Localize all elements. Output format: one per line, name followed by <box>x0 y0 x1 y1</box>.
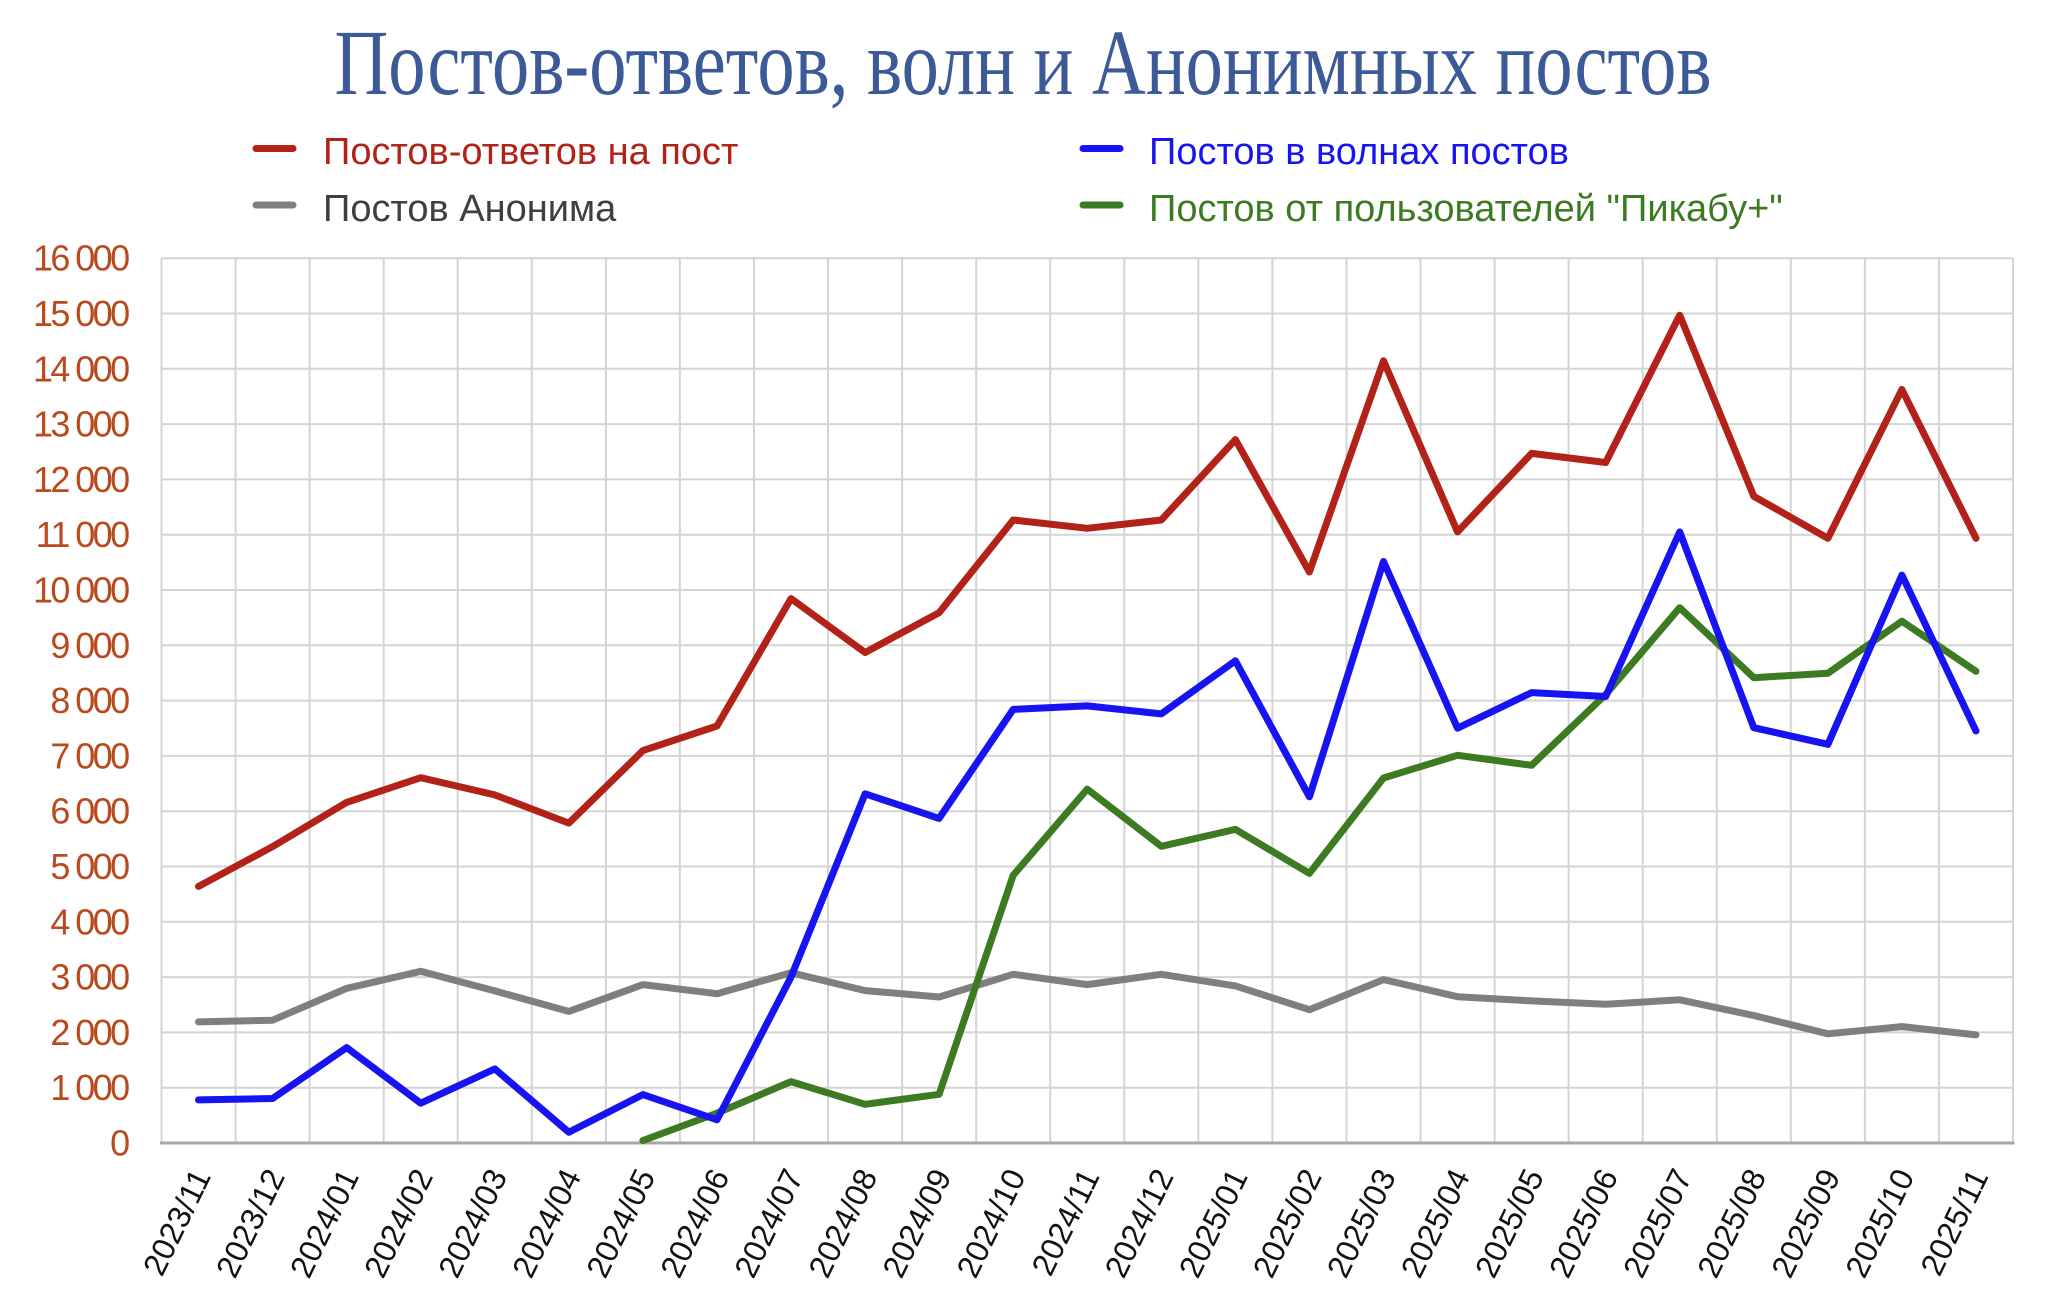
svg-text:6 000: 6 000 <box>50 791 129 832</box>
svg-text:0: 0 <box>110 1123 129 1164</box>
svg-text:8 000: 8 000 <box>50 680 129 721</box>
svg-text:10 000: 10 000 <box>33 570 129 611</box>
svg-text:Постов-ответов на пост: Постов-ответов на пост <box>323 131 738 173</box>
svg-text:4 000: 4 000 <box>50 901 129 942</box>
svg-text:Постов в волнах постов: Постов в волнах постов <box>1149 131 1569 173</box>
svg-text:9 000: 9 000 <box>50 625 129 666</box>
svg-text:14 000: 14 000 <box>33 348 129 389</box>
svg-text:12 000: 12 000 <box>33 459 129 500</box>
svg-text:7 000: 7 000 <box>50 735 129 776</box>
svg-text:Постов от пользователей "Пикаб: Постов от пользователей "Пикабу+" <box>1149 188 1783 230</box>
svg-text:11 000: 11 000 <box>36 514 129 555</box>
svg-text:13 000: 13 000 <box>33 404 129 445</box>
svg-text:1 000: 1 000 <box>50 1067 129 1108</box>
svg-text:5 000: 5 000 <box>50 846 129 887</box>
svg-text:3 000: 3 000 <box>50 957 129 998</box>
svg-text:Постов-ответов, волн и Анонимн: Постов-ответов, волн и Анонимных постов <box>335 12 1712 115</box>
svg-text:16 000: 16 000 <box>33 238 129 279</box>
svg-text:2 000: 2 000 <box>50 1012 129 1053</box>
svg-text:Постов Анонима: Постов Анонима <box>323 188 617 230</box>
svg-text:15 000: 15 000 <box>33 293 129 334</box>
